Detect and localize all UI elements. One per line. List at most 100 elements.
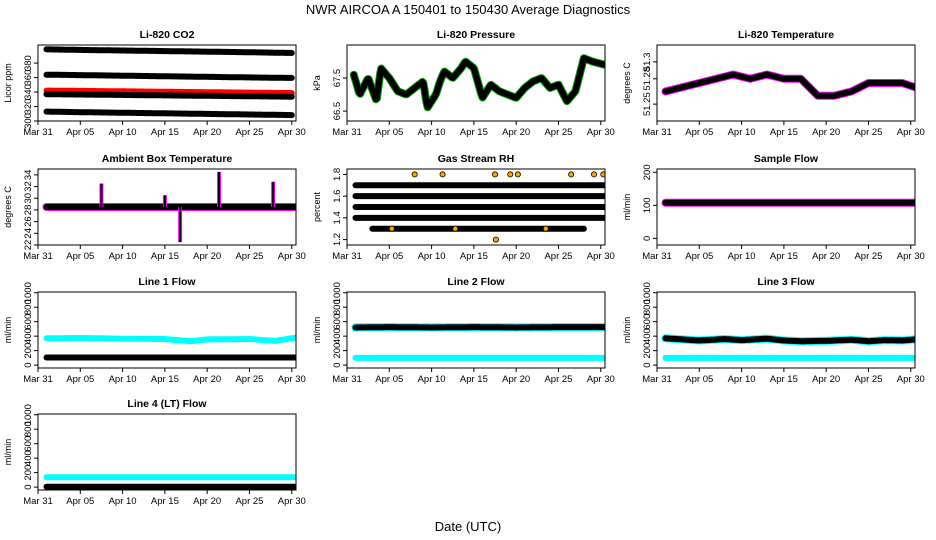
y-tick-label: 1.2 [332,233,343,246]
outlier-point [411,171,418,178]
y-tick-label: 1.6 [332,190,343,203]
y-tick-label: 400 [642,328,653,344]
x-tick-label: Mar 31 [332,251,362,262]
plot-area [661,334,915,361]
y-tick-label: 360 [23,70,34,86]
y-tick-label: 200 [332,343,343,359]
x-tick-label: Apr 10 [109,251,137,262]
x-tick-label: Apr 25 [544,251,572,262]
plot-frame [346,44,606,122]
y-tick-label: 22 [23,240,34,251]
series-band-1 [43,46,295,56]
outlier-point [591,171,598,178]
panel-sample-flow: Sample Flow ml/min 0 100 200 Mar 31 Apr 05 Apr … [622,153,925,262]
x-tick-label: Apr 15 [460,127,488,138]
x-tick-label: Apr 25 [544,127,572,138]
plot-frame [346,291,606,369]
x-tick-label: Apr 25 [235,496,263,507]
plot-area [661,70,915,100]
y-tick-label: 1.4 [332,211,343,224]
series-line-flow [43,334,296,345]
plot-area [42,171,296,243]
y-axis-label: degrees C [3,186,13,228]
series-temperature [662,71,915,99]
x-tick-label: Apr 30 [587,251,615,262]
series-band-4 [43,91,295,100]
x-tick-label: Apr 25 [854,127,882,138]
y-tick-label: 1000 [332,282,343,303]
panel-title: Line 2 Flow [447,276,505,288]
x-axis-title: Date (UTC) [435,519,501,534]
x-tick-label: Apr 30 [587,374,615,385]
x-tick-label: Apr 10 [109,374,137,385]
x-tick-label: Apr 05 [66,251,94,262]
x-tick-label: Apr 25 [854,374,882,385]
panel-title: Line 4 (LT) Flow [127,398,207,410]
outlier-point [600,171,605,178]
plot-frame [346,168,606,246]
y-tick-label: 1.8 [332,168,343,181]
x-tick-label: Apr 25 [235,127,263,138]
x-tick-label: Mar 31 [23,251,53,262]
plot-frame [37,168,297,246]
x-tick-label: Mar 31 [23,374,53,385]
plot-frame [656,44,916,122]
series-band-2 [43,71,295,81]
series-band-5 [43,108,295,119]
panel-title: Li-820 Pressure [437,29,515,41]
x-tick-label: Apr 30 [897,251,925,262]
x-tick-label: Apr 30 [587,127,615,138]
y-tick-label: 600 [332,314,343,330]
series-band-3 [43,87,295,97]
y-tick-label: 200 [642,164,653,180]
y-axis-label: degrees C [622,62,632,104]
x-tick-label: Apr 20 [812,127,840,138]
y-tick-label: 380 [23,55,34,71]
panel-licor-temperature: Li-820 Temperature degrees C 51.2551.2851.… [622,29,925,138]
y-tick-label: 32 [23,181,34,192]
outlier-point [452,225,459,232]
plot-area [43,474,296,490]
outlier-point [439,171,446,178]
y-tick-label: 0 [23,484,34,489]
outlier-point [492,236,499,243]
panel-title: Gas Stream RH [438,153,514,165]
x-tick-label: Mar 31 [642,374,672,385]
x-tick-label: Apr 05 [375,251,403,262]
x-tick-label: Apr 25 [235,251,263,262]
plot-area [352,171,605,243]
x-tick-label: Apr 15 [151,496,179,507]
plot-frame [37,291,297,369]
x-tick-label: Apr 25 [854,251,882,262]
x-tick-label: Apr 30 [897,374,925,385]
plot-area [349,54,605,112]
y-tick-label: 51.3 [642,53,653,71]
x-tick-label: Apr 10 [109,127,137,138]
x-tick-label: Apr 15 [460,251,488,262]
x-tick-label: Apr 10 [109,496,137,507]
y-tick-label: 600 [642,314,653,330]
x-tick-label: Apr 10 [728,127,756,138]
x-tick-label: Apr 30 [278,374,306,385]
figure-title: NWR AIRCOA A 150401 to 150430 Average Di… [306,2,631,17]
x-tick-label: Apr 20 [812,251,840,262]
x-tick-label: Apr 20 [812,374,840,385]
outlier-point [514,171,521,178]
x-tick-label: Apr 05 [685,127,713,138]
x-tick-label: Apr 20 [502,251,530,262]
x-tick-label: Apr 20 [502,374,530,385]
x-tick-label: Apr 10 [728,251,756,262]
y-tick-label: 600 [23,314,34,330]
panel-gas-stream-rh: Gas Stream RH percent 1.2 1.4 1.6 1.8 Mar 31 Ap… [312,153,615,262]
outlier-point [492,171,499,178]
y-tick-label: 24 [23,228,34,239]
y-tick-label: 300 [23,113,34,129]
y-axis-label: percent [312,191,322,222]
y-axis-label: Licor ppm [3,63,13,103]
y-tick-label: 100 [642,197,653,213]
x-tick-label: Apr 25 [235,374,263,385]
